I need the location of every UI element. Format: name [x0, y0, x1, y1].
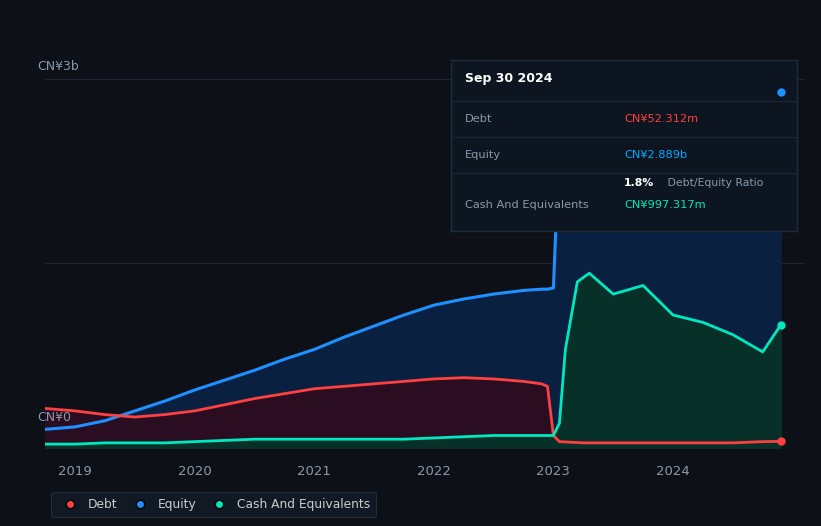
- Legend: Debt, Equity, Cash And Equivalents: Debt, Equity, Cash And Equivalents: [51, 492, 376, 517]
- Text: CN¥3b: CN¥3b: [38, 60, 80, 74]
- Text: CN¥0: CN¥0: [38, 411, 71, 424]
